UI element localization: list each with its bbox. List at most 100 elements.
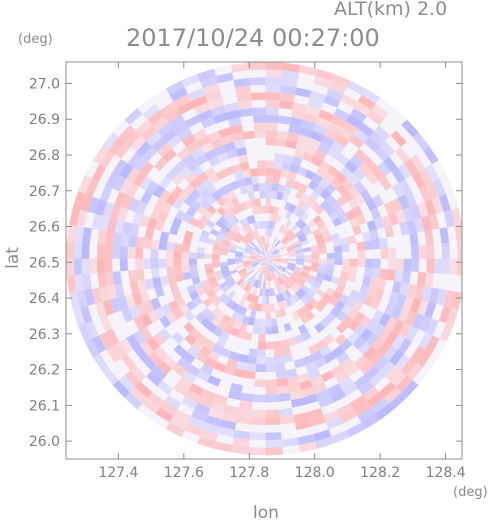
radar-cell xyxy=(326,88,344,102)
radar-cell xyxy=(265,379,278,388)
radar-cell xyxy=(150,297,162,310)
radar-cell xyxy=(128,197,141,213)
radar-cell xyxy=(191,409,208,423)
radar-cell xyxy=(261,266,265,274)
radar-cell xyxy=(289,276,298,284)
radar-cell xyxy=(173,382,189,397)
radar-cell xyxy=(229,242,238,249)
radar-cell xyxy=(171,331,185,345)
radar-cell xyxy=(292,283,301,291)
radar-cell xyxy=(102,201,115,218)
radar-cell xyxy=(76,290,88,308)
radar-cell xyxy=(385,316,398,331)
radar-cell xyxy=(270,221,276,230)
radar-cell xyxy=(114,283,125,298)
radar-cell xyxy=(338,127,354,141)
radar-cell xyxy=(262,266,265,274)
radar-cell xyxy=(165,258,174,268)
radar-cell xyxy=(361,88,381,104)
radar-cell xyxy=(234,203,243,213)
radar-cell xyxy=(326,252,335,259)
radar-cell xyxy=(124,293,136,308)
radar-cell xyxy=(409,204,422,220)
radar-cell xyxy=(66,275,77,293)
radar-cell xyxy=(274,355,285,365)
radar-cell xyxy=(366,286,377,298)
radar-cell xyxy=(135,269,145,282)
radar-cell xyxy=(192,128,208,141)
radar-cell xyxy=(418,244,427,259)
radar-cell xyxy=(265,77,282,86)
radar-cell xyxy=(242,217,250,226)
radar-cell xyxy=(268,273,272,282)
radar-cell xyxy=(273,254,281,258)
radar-cell xyxy=(152,116,169,132)
radar-cell xyxy=(379,360,396,377)
radar-cell xyxy=(366,219,377,232)
radar-cell xyxy=(191,165,204,178)
radar-cell xyxy=(243,176,253,186)
radar-cell xyxy=(257,244,263,253)
radar-cell xyxy=(294,266,303,272)
radar-cell xyxy=(190,200,201,211)
radar-cell xyxy=(154,198,166,211)
radar-cell xyxy=(200,307,212,318)
radar-cell xyxy=(319,258,328,264)
radar-cell xyxy=(252,262,260,268)
y-tick-label: 26.7 xyxy=(29,184,60,200)
radar-cell xyxy=(346,422,366,437)
radar-cell xyxy=(273,160,283,170)
radar-cell xyxy=(324,183,337,195)
radar-cell xyxy=(271,248,278,254)
radar-cell xyxy=(265,99,280,108)
radar-cell xyxy=(334,171,348,184)
radar-cell xyxy=(244,265,253,271)
radar-cell xyxy=(311,155,324,167)
radar-cell xyxy=(249,432,266,441)
radar-cell xyxy=(221,243,230,249)
radar-cell xyxy=(281,299,289,309)
radar-cell xyxy=(385,365,401,382)
radar-cell xyxy=(418,332,433,350)
radar-cell xyxy=(207,97,224,110)
radar-cell xyxy=(200,199,212,211)
altitude-label: ALT(km) 2.0 xyxy=(334,0,448,20)
radar-cell xyxy=(208,155,221,167)
radar-cell xyxy=(260,252,266,259)
radar-cell xyxy=(251,409,266,418)
radar-cell xyxy=(246,244,254,251)
radar-cell xyxy=(153,157,168,172)
radar-cell xyxy=(293,242,302,249)
radar-cell xyxy=(417,299,429,316)
radar-cell xyxy=(126,183,140,198)
radar-cell xyxy=(388,292,400,306)
radar-cell xyxy=(279,92,295,103)
radar-cell xyxy=(366,109,385,126)
radar-cell xyxy=(226,299,235,309)
radar-cell xyxy=(137,279,147,293)
radar-cell xyxy=(142,355,158,372)
radar-cell xyxy=(239,219,247,228)
radar-cell xyxy=(242,291,250,300)
radar-cell xyxy=(373,288,385,301)
radar-cell xyxy=(187,88,206,102)
radar-cell xyxy=(243,225,251,234)
radar-cell xyxy=(219,419,237,431)
radar-cell xyxy=(173,258,182,267)
radar-cell xyxy=(273,348,283,357)
radar-cell xyxy=(282,62,301,73)
radar-cell xyxy=(284,201,292,211)
radar-cell xyxy=(132,171,147,187)
radar-cell xyxy=(91,335,107,354)
radar-cell xyxy=(243,235,251,243)
radar-cell xyxy=(159,101,178,117)
radar-cell xyxy=(265,258,272,265)
radar-cell xyxy=(310,200,320,211)
radar-cell xyxy=(310,375,325,387)
radar-cell xyxy=(265,409,280,418)
radar-cell xyxy=(309,90,327,103)
radar-cell xyxy=(154,306,166,320)
radar-cell xyxy=(220,347,232,359)
radar-cell xyxy=(230,226,239,235)
radar-cell xyxy=(265,394,279,403)
